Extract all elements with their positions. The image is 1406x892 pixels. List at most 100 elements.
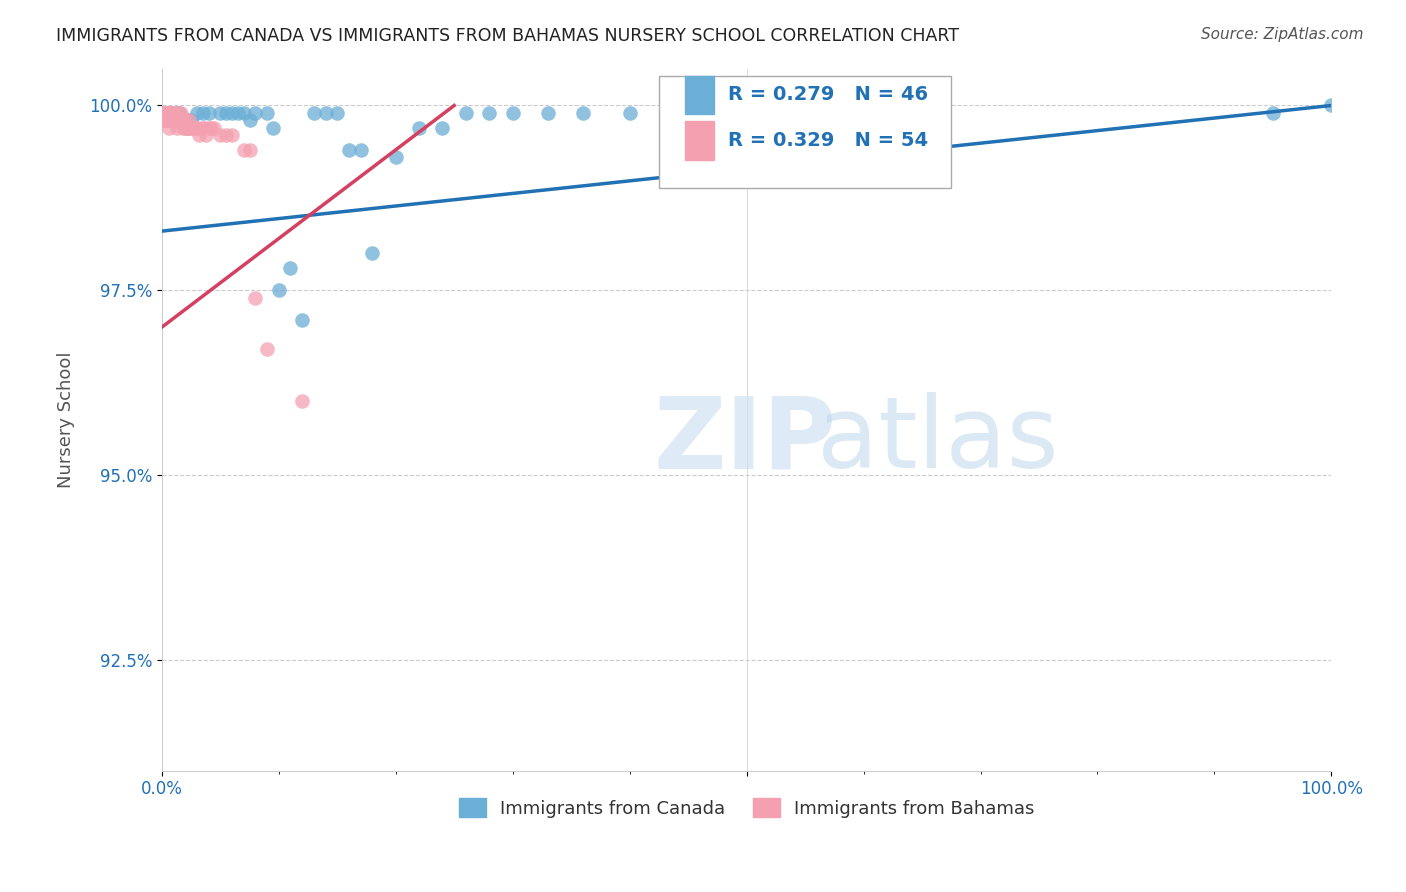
Point: [177, 113, 200, 128]
Point: [502, 106, 524, 120]
Point: [619, 106, 641, 120]
Text: R = 0.279   N = 46: R = 0.279 N = 46: [728, 86, 928, 104]
Point: [159, 106, 181, 120]
Legend: Immigrants from Canada, Immigrants from Bahamas: Immigrants from Canada, Immigrants from …: [451, 791, 1042, 825]
Point: [174, 120, 197, 135]
Point: [245, 291, 267, 305]
Point: [169, 106, 191, 120]
Point: [159, 113, 181, 128]
Point: [256, 106, 278, 120]
Point: [165, 113, 187, 128]
Point: [155, 106, 177, 120]
Point: [291, 313, 314, 327]
Point: [170, 113, 193, 128]
Point: [215, 128, 238, 142]
Point: [153, 113, 176, 128]
Point: [280, 261, 302, 276]
Point: [176, 120, 198, 135]
Point: [170, 113, 193, 128]
Point: [226, 106, 249, 120]
Point: [209, 128, 232, 142]
Point: [166, 106, 188, 120]
Point: [195, 128, 218, 142]
Point: [186, 106, 208, 120]
Point: [572, 106, 595, 120]
Point: [384, 150, 406, 164]
Point: [238, 143, 260, 157]
Point: [162, 113, 184, 128]
Text: ZIP: ZIP: [652, 392, 837, 489]
Point: [180, 113, 202, 128]
Point: [197, 106, 219, 120]
Point: [181, 120, 204, 135]
Point: [1320, 98, 1343, 112]
Point: [361, 246, 384, 260]
Point: [432, 120, 454, 135]
Text: atlas: atlas: [817, 392, 1059, 489]
Point: [162, 113, 184, 128]
Point: [408, 120, 430, 135]
Point: [163, 113, 186, 128]
Point: [190, 120, 212, 135]
Point: [166, 120, 188, 135]
Text: IMMIGRANTS FROM CANADA VS IMMIGRANTS FROM BAHAMAS NURSERY SCHOOL CORRELATION CHA: IMMIGRANTS FROM CANADA VS IMMIGRANTS FRO…: [56, 27, 959, 45]
Point: [232, 143, 254, 157]
Point: [157, 120, 180, 135]
Point: [160, 113, 183, 128]
Point: [267, 283, 290, 297]
Point: [454, 106, 477, 120]
Point: [1261, 106, 1284, 120]
Point: [169, 106, 191, 120]
Point: [174, 113, 197, 128]
Bar: [685, 76, 714, 114]
Point: [221, 106, 243, 120]
Point: [180, 120, 202, 135]
Point: [197, 120, 219, 135]
Point: [349, 143, 371, 157]
Point: [153, 106, 176, 120]
Point: [156, 106, 179, 120]
Point: [160, 106, 183, 120]
Point: [204, 120, 226, 135]
Point: [176, 120, 198, 135]
Point: [302, 106, 325, 120]
Point: [315, 106, 337, 120]
Point: [176, 120, 198, 135]
Point: [162, 106, 184, 120]
Point: [174, 113, 197, 128]
Point: [188, 128, 211, 142]
Point: [191, 106, 214, 120]
Point: [159, 106, 181, 120]
Point: [156, 106, 179, 120]
Point: [152, 106, 174, 120]
Point: [155, 106, 177, 120]
Point: [155, 113, 177, 128]
Point: [478, 106, 501, 120]
Point: [245, 106, 267, 120]
Point: [169, 113, 191, 128]
Point: [186, 120, 208, 135]
Point: [162, 113, 184, 128]
Point: [172, 120, 194, 135]
Point: [326, 106, 349, 120]
Point: [155, 106, 177, 120]
Y-axis label: Nursery School: Nursery School: [58, 351, 75, 488]
Point: [166, 106, 188, 120]
Point: [337, 143, 360, 157]
Point: [157, 113, 180, 128]
Point: [156, 113, 179, 128]
Point: [200, 120, 222, 135]
Point: [238, 113, 260, 128]
Point: [152, 113, 174, 128]
Text: R = 0.329   N = 54: R = 0.329 N = 54: [728, 131, 928, 150]
Point: [160, 113, 183, 128]
Point: [193, 120, 215, 135]
Point: [163, 106, 186, 120]
Point: [157, 106, 180, 120]
Point: [262, 120, 284, 135]
Point: [537, 106, 560, 120]
Point: [221, 128, 243, 142]
Point: [162, 106, 184, 120]
Point: [183, 120, 205, 135]
Point: [155, 113, 177, 128]
